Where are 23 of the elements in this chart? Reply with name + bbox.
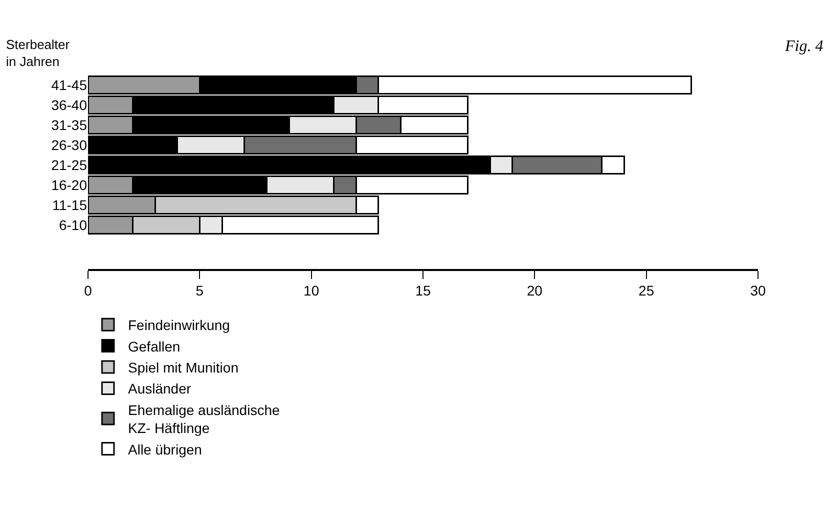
y-axis-title: Sterbealter in Jahren bbox=[6, 37, 70, 69]
y-tick-label: 41-45 bbox=[51, 76, 88, 93]
y-tick-label: 21-25 bbox=[51, 156, 88, 173]
x-tick-label: 20 bbox=[526, 282, 543, 299]
legend-label: Alle übrigen bbox=[128, 441, 202, 458]
x-tick-label: 10 bbox=[304, 282, 320, 299]
x-tick-label: 15 bbox=[415, 282, 431, 299]
legend-label: Spiel mit Munition bbox=[128, 359, 238, 376]
y-tick-label: 26-30 bbox=[51, 136, 88, 153]
legend-label: Ehemalige ausländische KZ- Häftlinge bbox=[128, 402, 280, 436]
legend-label: Gefallen bbox=[128, 338, 180, 354]
x-tick-label: 5 bbox=[196, 282, 204, 299]
legend-label: Feindeinwirkung bbox=[128, 317, 230, 334]
y-tick-label: 6-10 bbox=[58, 216, 88, 233]
y-tick-label: 16-20 bbox=[51, 176, 88, 193]
caption: Fig. 4 bbox=[784, 38, 824, 55]
legend-label: Ausländer bbox=[128, 380, 192, 397]
x-tick-label: 25 bbox=[638, 282, 654, 299]
x-tick-label: 0 bbox=[84, 282, 92, 299]
x-tick-label: 30 bbox=[750, 282, 766, 299]
y-tick-label: 11-15 bbox=[52, 196, 88, 213]
y-tick-label: 31-35 bbox=[51, 116, 88, 133]
y-tick-label: 36-40 bbox=[51, 96, 88, 113]
